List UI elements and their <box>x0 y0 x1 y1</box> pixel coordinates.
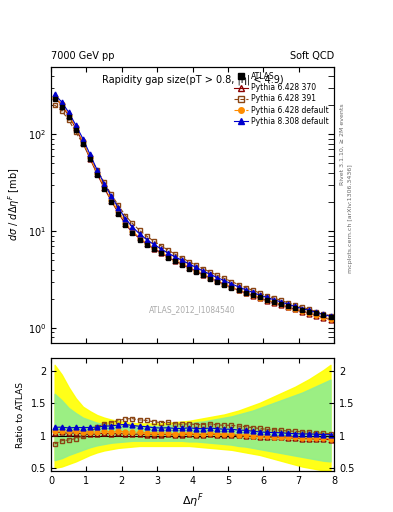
Legend: ATLAS, Pythia 6.428 370, Pythia 6.428 391, Pythia 6.428 default, Pythia 8.308 de: ATLAS, Pythia 6.428 370, Pythia 6.428 39… <box>233 70 330 127</box>
Y-axis label: Ratio to ATLAS: Ratio to ATLAS <box>16 382 25 447</box>
Text: 7000 GeV pp: 7000 GeV pp <box>51 51 115 61</box>
Text: Rapidity gap size(pT > 0.8, |η| < 4.9): Rapidity gap size(pT > 0.8, |η| < 4.9) <box>102 75 283 86</box>
Text: ATLAS_2012_I1084540: ATLAS_2012_I1084540 <box>149 305 236 314</box>
Text: Rivet 3.1.10, ≥ 2M events: Rivet 3.1.10, ≥ 2M events <box>340 103 345 185</box>
Text: Soft QCD: Soft QCD <box>290 51 334 61</box>
Text: mcplots.cern.ch [arXiv:1306.3436]: mcplots.cern.ch [arXiv:1306.3436] <box>348 164 353 273</box>
X-axis label: $\Delta\eta^F$: $\Delta\eta^F$ <box>182 492 204 510</box>
Y-axis label: $d\sigma$ / $d\Delta\eta^F$ [mb]: $d\sigma$ / $d\Delta\eta^F$ [mb] <box>6 168 22 242</box>
